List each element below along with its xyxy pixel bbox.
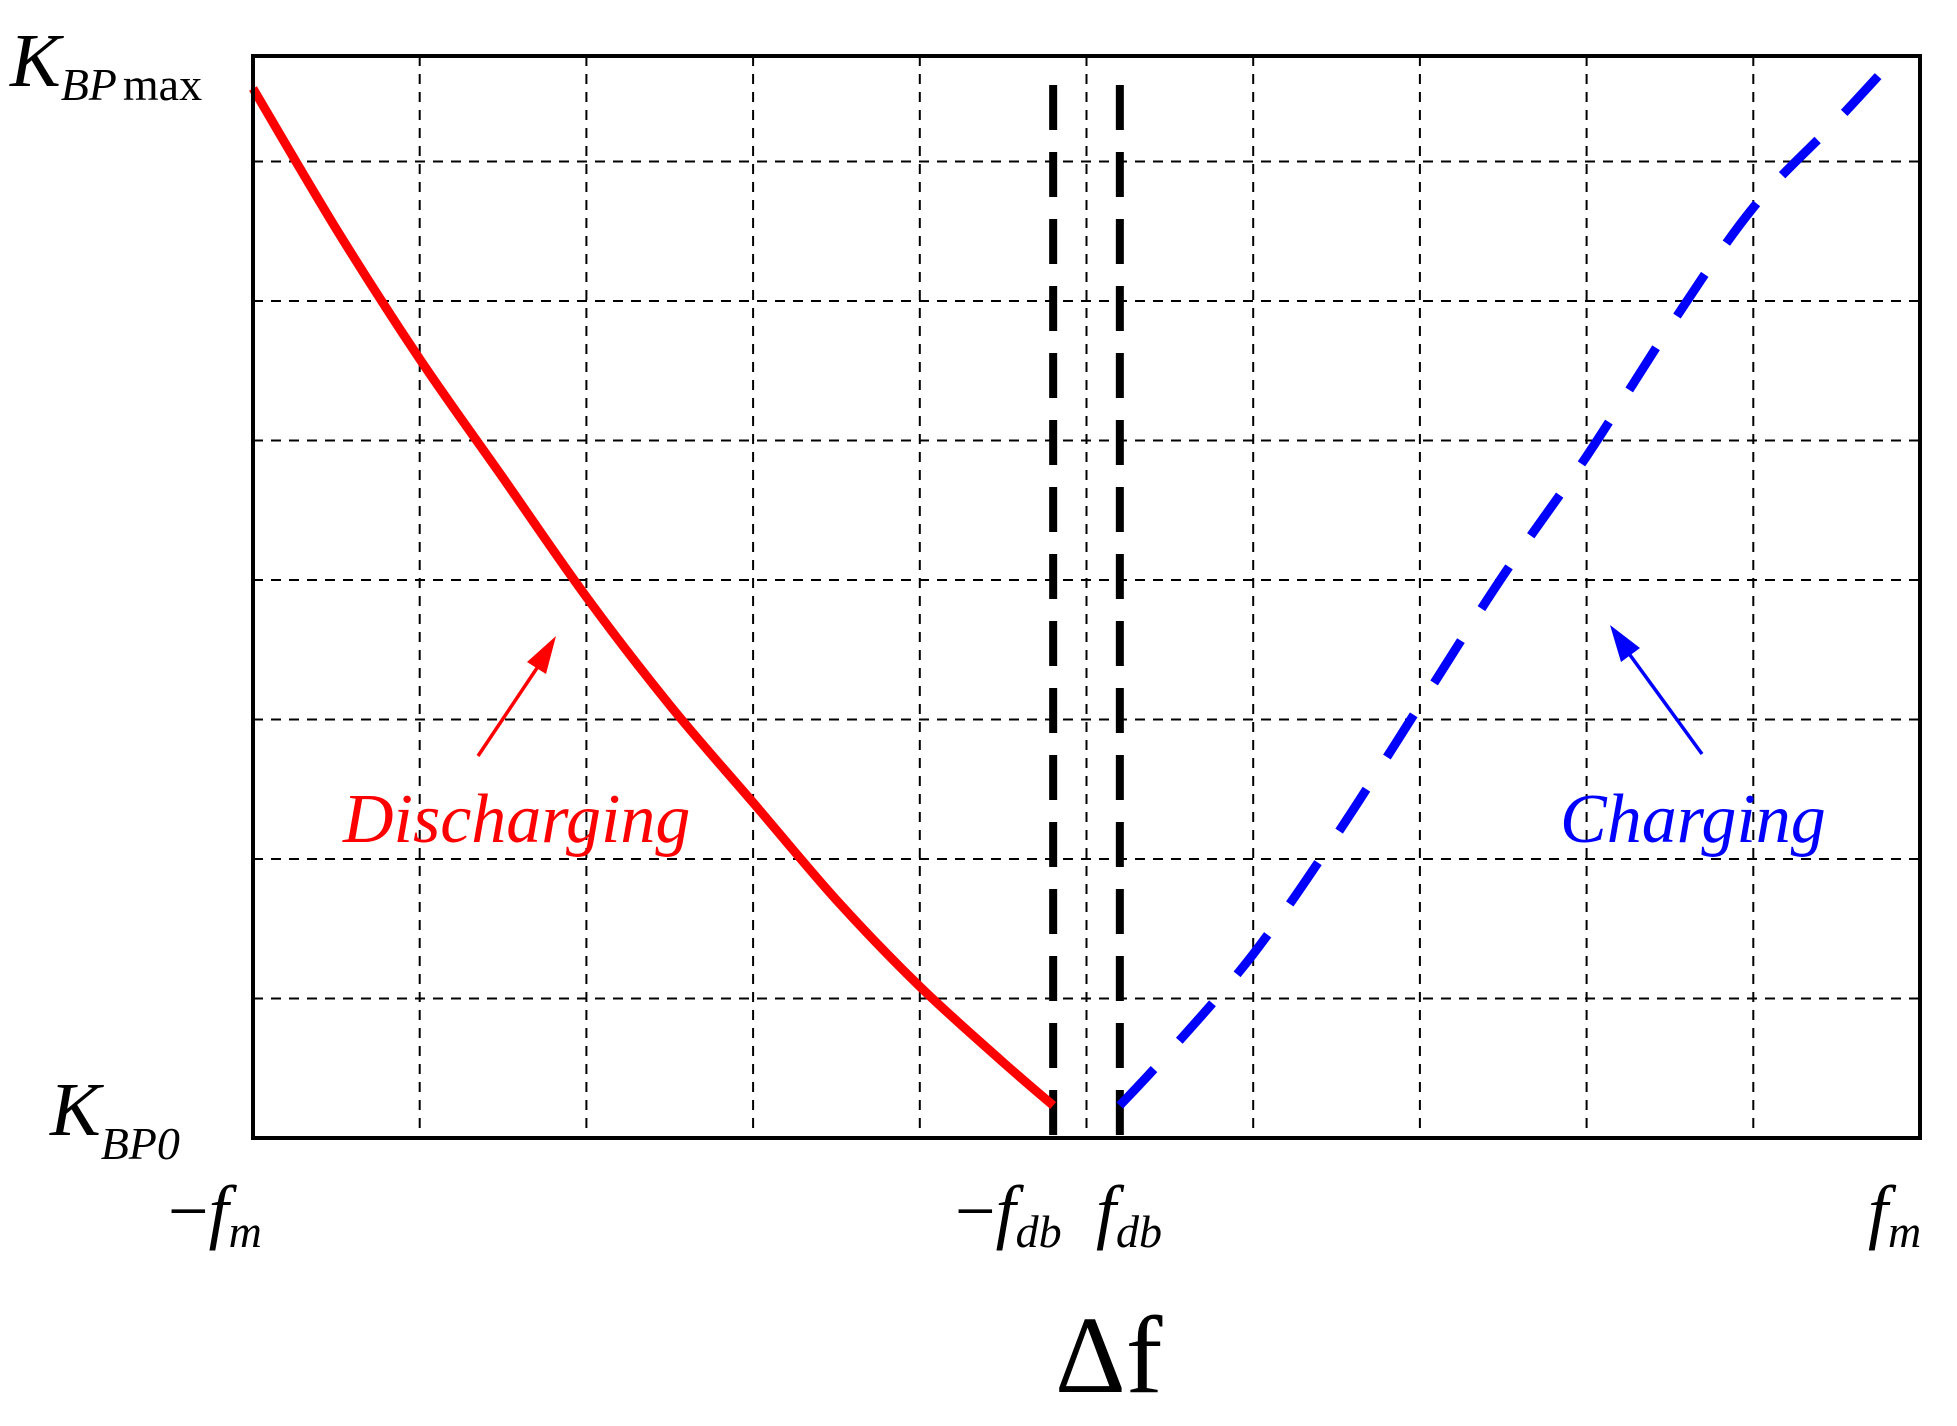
- series-group: [249, 63, 1890, 1109]
- x-tick-label-fdb: fdb: [1096, 1171, 1162, 1257]
- series-line-discharging: [249, 86, 1057, 1109]
- discharging-label: Discharging: [342, 781, 690, 858]
- discharging-arrow: [476, 636, 556, 757]
- x-axis-title: Δf: [1055, 1294, 1163, 1416]
- plot-frame: [251, 54, 1922, 1140]
- y-tick-label-kbpmax: KBP max: [9, 19, 202, 110]
- series-line-charging: [1116, 63, 1890, 1109]
- x-tick-label-fm: fm: [1868, 1171, 1921, 1257]
- x-tick-label-neg-fdb: −fdb: [955, 1171, 1062, 1257]
- deadband-lines: [1049, 85, 1124, 1138]
- y-tick-label-kbp0: KBP0: [49, 1068, 180, 1169]
- x-tick-label-neg-fm: −fm: [168, 1171, 262, 1257]
- grid-lines: [253, 56, 1920, 1138]
- charging-label: Charging: [1560, 781, 1826, 858]
- charging-arrow: [1610, 625, 1704, 756]
